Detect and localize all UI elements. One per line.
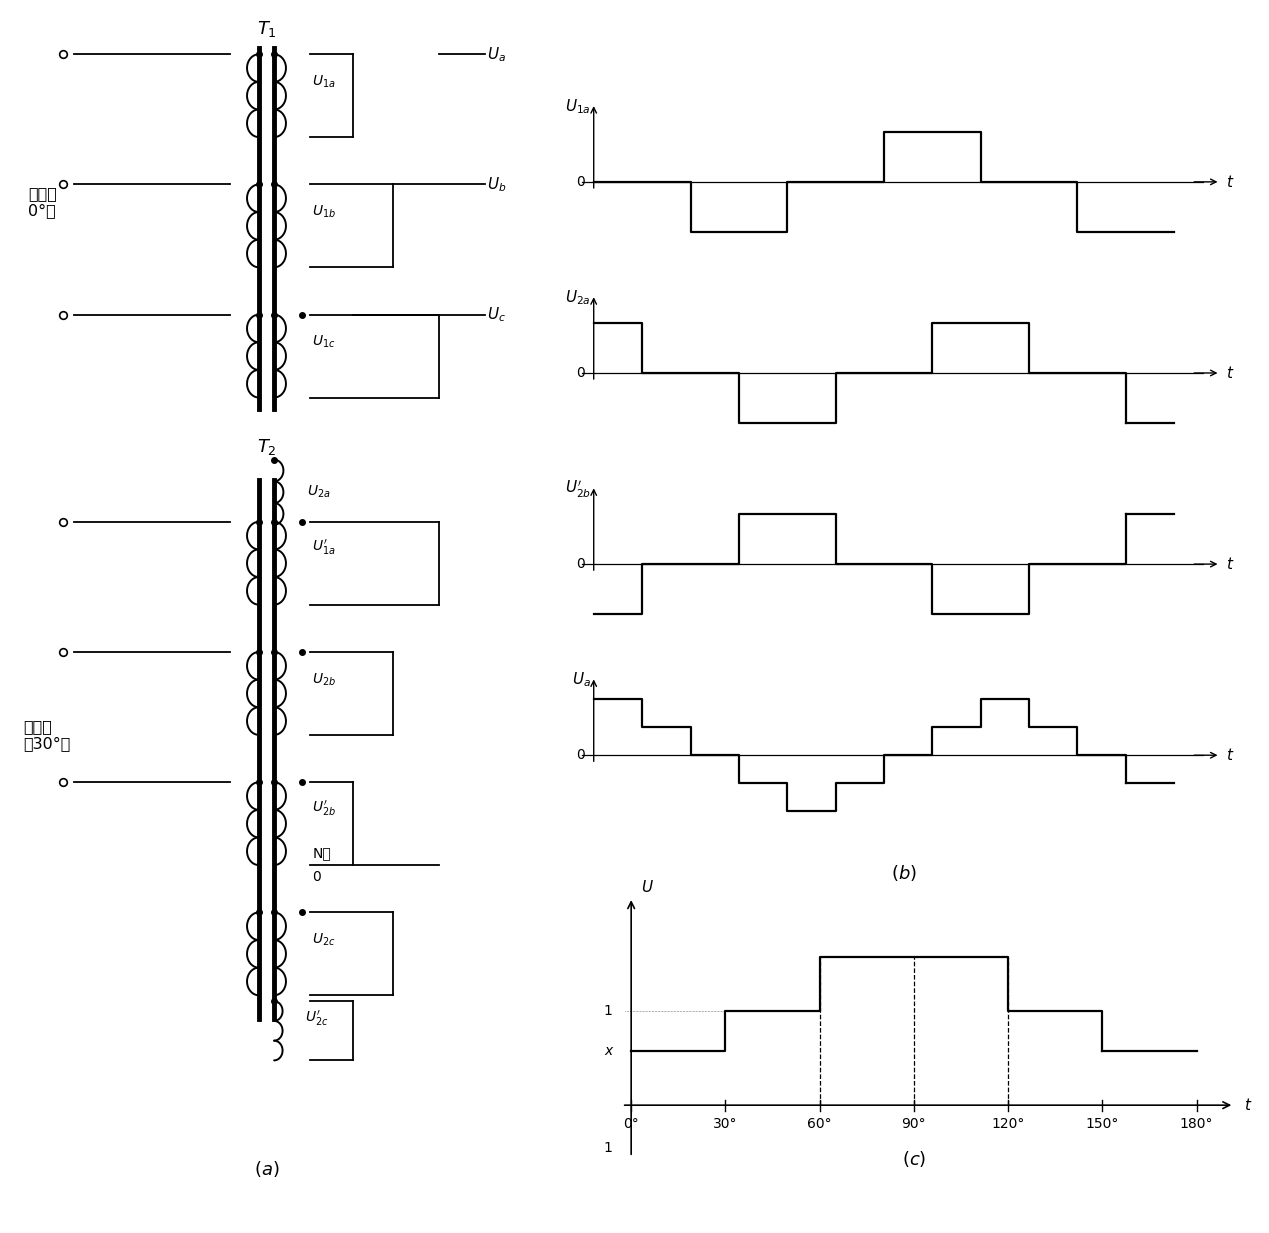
Text: $U_{2b}$: $U_{2b}$	[312, 671, 336, 688]
Text: 180°: 180°	[1180, 1117, 1213, 1131]
Text: $U^{\prime}_{1a}$: $U^{\prime}_{1a}$	[312, 538, 336, 557]
Text: 0: 0	[576, 175, 585, 189]
Text: $U^{\prime}_{2c}$: $U^{\prime}_{2c}$	[305, 1009, 329, 1028]
Text: $U^{\prime}_{2b}$: $U^{\prime}_{2b}$	[312, 799, 336, 817]
Text: 30°: 30°	[713, 1117, 737, 1131]
Text: $U$: $U$	[641, 879, 654, 895]
Text: $(a)$: $(a)$	[254, 1159, 279, 1179]
Text: $U_c$: $U_c$	[487, 306, 506, 324]
Text: 0: 0	[576, 557, 585, 571]
Text: $T_1$: $T_1$	[256, 20, 277, 39]
Text: 0: 0	[312, 870, 321, 884]
Text: $U^{\prime}_{2b}$: $U^{\prime}_{2b}$	[565, 480, 591, 501]
Text: 1: 1	[604, 1141, 613, 1155]
Text: $T_2$: $T_2$	[256, 436, 277, 456]
Text: $U_a$: $U_a$	[487, 44, 506, 64]
Text: $U_a$: $U_a$	[572, 671, 591, 689]
Text: N线: N线	[312, 846, 331, 861]
Text: $U_{1b}$: $U_{1b}$	[312, 203, 336, 219]
Text: 60°: 60°	[807, 1117, 832, 1131]
Text: $U_{1c}$: $U_{1c}$	[312, 334, 336, 350]
Text: $t$: $t$	[1226, 747, 1235, 763]
Text: $(b)$: $(b)$	[891, 863, 917, 883]
Text: $t$: $t$	[1226, 556, 1235, 572]
Text: $U_{2a}$: $U_{2a}$	[307, 485, 331, 501]
Text: $U_b$: $U_b$	[487, 175, 506, 194]
Text: $t$: $t$	[1226, 174, 1235, 190]
Text: x: x	[604, 1044, 613, 1058]
Text: $U_{2c}$: $U_{2c}$	[312, 931, 336, 948]
Text: 150°: 150°	[1085, 1117, 1119, 1131]
Text: $U_{1a}$: $U_{1a}$	[565, 97, 591, 116]
Text: 1: 1	[604, 1004, 613, 1017]
Text: 第二台
后30°桥: 第二台 后30°桥	[23, 719, 70, 751]
Text: 0°: 0°	[623, 1117, 640, 1131]
Text: 0: 0	[576, 366, 585, 380]
Text: 90°: 90°	[901, 1117, 926, 1131]
Text: $t$: $t$	[1226, 365, 1235, 381]
Text: 第一台
0°桥: 第一台 0°桥	[28, 186, 57, 218]
Text: 120°: 120°	[991, 1117, 1025, 1131]
Text: $t$: $t$	[1244, 1097, 1253, 1113]
Text: $U_{2a}$: $U_{2a}$	[565, 289, 591, 307]
Text: $(c)$: $(c)$	[902, 1149, 926, 1169]
Text: $U_{1a}$: $U_{1a}$	[312, 73, 336, 90]
Text: 0: 0	[576, 748, 585, 762]
